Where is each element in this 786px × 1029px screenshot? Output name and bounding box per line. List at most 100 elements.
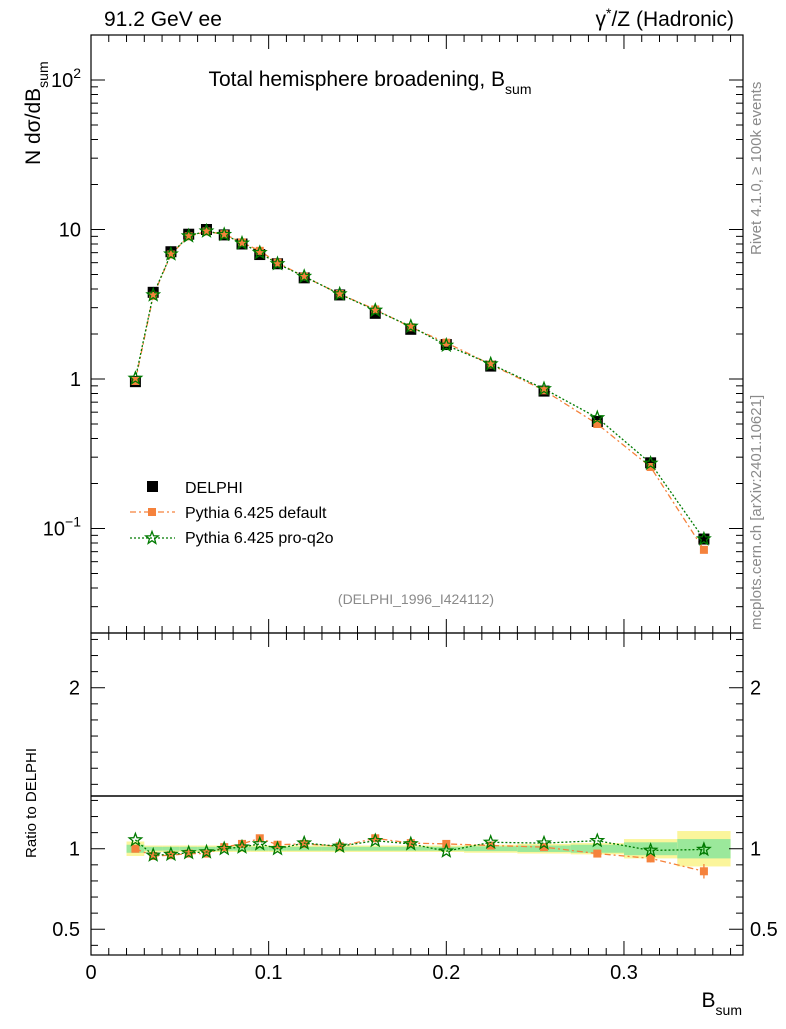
x-tick-label: 0 <box>85 962 96 984</box>
ratio-band-stat <box>197 846 216 851</box>
process-label: γ*/Z (Hadronic) <box>596 5 734 31</box>
ratio-point-proq2o <box>589 832 606 848</box>
ratio-point-default <box>220 843 229 852</box>
ratio-point-proq2o <box>251 835 268 851</box>
data-point-proq2o <box>163 245 179 261</box>
data-point-proq2o <box>642 454 659 471</box>
ratio-axis-ticks: 2 21 10.5 0.50 0.1 0.2 0.3 <box>52 633 778 984</box>
data-point-default <box>486 360 495 369</box>
ratio-point-proq2o <box>145 846 162 862</box>
ratio-point-default <box>238 839 247 848</box>
ratio-y-tick-label: 0.5 <box>52 919 80 941</box>
series-line-default <box>134 230 705 551</box>
ratio-point-proq2o <box>198 843 215 859</box>
data-point-default <box>300 272 309 281</box>
ratio-frame <box>90 632 744 956</box>
data-point-proq2o <box>402 318 419 334</box>
legend-star-shape <box>144 529 160 545</box>
ratio-band-stat <box>179 846 198 851</box>
ratio-band-stat <box>428 846 465 851</box>
ratio-point-proq2o <box>482 833 499 850</box>
data-point-default <box>593 420 602 429</box>
data-point-default <box>238 238 247 247</box>
data-point-delphi <box>698 533 710 545</box>
data-point-proq2o <box>536 380 552 396</box>
ratio-point-proq2o <box>642 842 659 858</box>
main-panel: 102 10 1 10−1 Total hemisphere broadening, … <box>22 34 744 634</box>
data-point-proq2o <box>198 222 215 238</box>
data-point-default <box>202 227 211 236</box>
ratio-point-default <box>593 849 602 858</box>
data-point-delphi <box>645 457 657 469</box>
ratio-line-proq2o <box>134 839 704 856</box>
ratio-point-proq2o <box>163 846 179 862</box>
data-point-default <box>149 291 158 300</box>
data-point-proq2o <box>127 370 144 386</box>
ratio-point-default <box>699 867 708 876</box>
ratio-band-stat <box>357 846 394 851</box>
ratio-point-proq2o <box>127 831 144 847</box>
ratio-point-default <box>371 834 380 843</box>
ratio-uncertainty-bands <box>126 831 731 867</box>
data-point-default <box>184 232 193 241</box>
ratio-point-default <box>406 839 415 848</box>
ratio-point-default <box>300 839 309 848</box>
data-point-proq2o <box>145 286 162 302</box>
ratio-point-default <box>273 840 282 849</box>
ratio-point-proq2o <box>402 835 419 851</box>
data-point-default <box>273 258 282 267</box>
analysis-watermark: (DELPHI_1996_I424112) <box>338 591 494 607</box>
data-point-proq2o <box>296 268 313 284</box>
ratio-point-proq2o <box>216 840 233 856</box>
ratio-point-default <box>202 849 211 858</box>
main-y-axis-label: N dσ/dBsum <box>22 61 51 165</box>
ratio-series-layer <box>127 831 712 879</box>
legend-marker-data <box>147 481 158 492</box>
ratio-point-proq2o <box>296 834 313 850</box>
y-tick-label: 10−1 <box>43 514 81 541</box>
x-tick-label: 0.2 <box>432 962 460 984</box>
ratio-point-proq2o <box>180 844 197 860</box>
ratio-point-proq2o <box>536 834 552 850</box>
data-point-proq2o <box>251 244 268 260</box>
ratio-band-stat <box>393 846 429 851</box>
ratio-point-proq2o <box>331 837 348 854</box>
data-point-default <box>406 323 415 332</box>
ratio-point-proq2o <box>269 840 286 856</box>
data-point-proq2o <box>269 255 286 271</box>
legend: DELPHI Pythia 6.425 default Pythia 6.425… <box>130 480 334 547</box>
data-point-default <box>255 246 264 255</box>
data-point-proq2o <box>180 227 197 243</box>
ratio-y-tick-label-right: 0.5 <box>750 919 778 941</box>
data-point-default <box>166 250 175 259</box>
y-tick-label: 10 <box>59 220 81 242</box>
ratio-point-default <box>540 843 549 852</box>
ratio-band-stat <box>233 846 251 851</box>
legend-marker-proq2o <box>144 529 160 545</box>
ratio-y-tick-label-right: 1 <box>750 839 761 861</box>
main-series-layer <box>127 222 712 554</box>
data-point-proq2o <box>367 301 384 318</box>
main-axis-ticks: 102 10 1 10−1 <box>43 34 743 634</box>
ratio-y-axis-label: Ratio to DELPHI <box>23 748 40 858</box>
x-axis-label: Bsum <box>702 989 742 1018</box>
ratio-point-default <box>184 849 193 858</box>
data-point-default <box>646 462 655 471</box>
ratio-y-tick-label: 2 <box>69 678 80 700</box>
ratio-y-tick-label-right: 2 <box>750 678 761 700</box>
data-point-default <box>699 545 708 554</box>
x-tick-label: 0.1 <box>255 962 283 984</box>
ratio-point-default <box>166 851 175 860</box>
ratio-band-stat <box>570 844 624 853</box>
ratio-band-stat <box>286 846 322 851</box>
ratio-point-default <box>149 851 158 860</box>
x-tick-label: 0.3 <box>610 962 638 984</box>
data-point-proq2o <box>695 530 712 546</box>
ratio-panel: 2 21 10.5 0.50 0.1 0.2 0.3 Ratio to DELPHI Bsu… <box>23 632 778 1018</box>
data-point-proq2o <box>438 336 455 353</box>
legend-label-data: DELPHI <box>185 480 243 497</box>
ratio-point-default <box>646 854 655 863</box>
data-point-default <box>442 338 451 347</box>
legend-label-default: Pythia 6.425 default <box>185 505 327 522</box>
data-point-proq2o <box>589 409 606 425</box>
